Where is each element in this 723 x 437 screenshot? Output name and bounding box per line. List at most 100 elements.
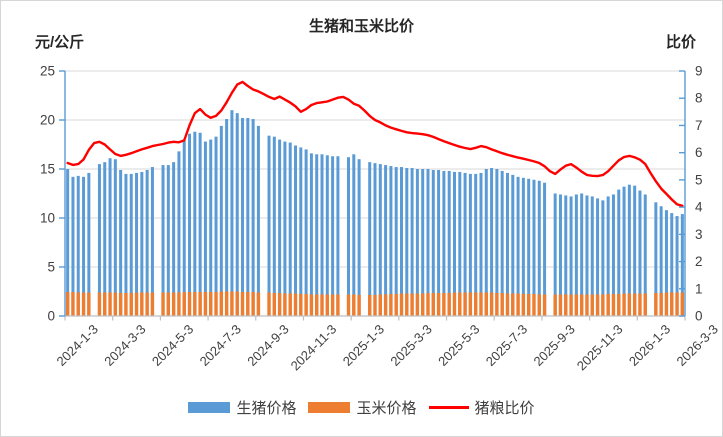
- corn-price-bar: [118, 292, 123, 316]
- right-axis-tick-label: 1: [695, 281, 703, 296]
- corn-price-bar: [670, 292, 674, 316]
- pig-price-bar: [447, 170, 451, 316]
- corn-price-bar: [299, 293, 303, 316]
- corn-price-bar: [134, 292, 139, 316]
- corn-price-bar: [643, 293, 647, 316]
- corn-price-bar: [489, 292, 494, 316]
- pig-price-bar: [177, 151, 181, 316]
- pig-price-bar: [246, 118, 250, 316]
- right-axis-tick-label: 6: [695, 145, 703, 160]
- pig-price-bar: [325, 155, 329, 316]
- corn-price-bar: [373, 294, 377, 316]
- pig-price-bar: [140, 171, 144, 316]
- corn-price-bar: [431, 292, 435, 316]
- corn-price-bar: [230, 291, 234, 316]
- corn-price-bar: [564, 294, 568, 316]
- corn-price-bar: [415, 293, 420, 316]
- legend-corn-label: 玉米价格: [356, 400, 417, 417]
- pig-price-bar: [288, 142, 292, 316]
- corn-price-bar: [182, 291, 186, 316]
- corn-price-swatch: [308, 402, 351, 413]
- chart-legend: 生猪价格 玉米价格 猪粮比价: [1, 397, 722, 418]
- left-axis-tick-label: 5: [47, 260, 55, 275]
- corn-price-bar: [495, 292, 499, 316]
- corn-price-bar: [140, 292, 144, 316]
- corn-price-bar: [71, 291, 75, 316]
- corn-price-bar: [595, 294, 600, 316]
- corn-price-bar: [601, 294, 605, 316]
- corn-price-bar: [468, 292, 473, 316]
- corn-price-bar: [346, 294, 351, 316]
- corn-price-bar: [389, 293, 393, 316]
- left-axis-unit-label: 元/公斤: [35, 34, 85, 51]
- pig-price-bar: [283, 141, 287, 316]
- pig-price-bar: [564, 195, 568, 316]
- pig-price-bar: [336, 156, 340, 316]
- pig-grain-ratio-line: [66, 80, 684, 208]
- x-axis-date-label: 2024-11-3: [288, 322, 340, 374]
- pig-price-bar: [611, 194, 615, 316]
- pig-price-bar: [241, 118, 245, 316]
- corn-price-bar: [638, 293, 642, 316]
- pig-price-bar: [495, 169, 499, 316]
- right-axis-tick-label: 5: [695, 172, 703, 187]
- pig-price-bar: [315, 154, 319, 316]
- pig-price-bar: [670, 213, 674, 316]
- x-axis-date-label: 2025-1-3: [340, 322, 387, 369]
- x-axis-date-label: 2025-5-3: [435, 322, 482, 369]
- pig-price-bar: [643, 194, 647, 316]
- pig-price-bar: [124, 173, 128, 316]
- corn-price-bar: [532, 293, 536, 316]
- corn-price-bar: [309, 294, 314, 316]
- corn-price-bar: [97, 292, 102, 316]
- pig-price-bar: [596, 198, 600, 316]
- corn-price-bar: [108, 292, 112, 316]
- corn-price-bar: [542, 294, 547, 316]
- pig-price-bar: [664, 210, 668, 316]
- corn-price-bar: [198, 291, 202, 316]
- pig-price-bar: [135, 172, 139, 316]
- pig-price-bar: [606, 196, 610, 316]
- corn-price-bar: [267, 292, 271, 316]
- pig-price-bar: [209, 139, 213, 316]
- chart-title: 生猪和玉米比价: [308, 18, 414, 35]
- corn-price-bar: [209, 291, 213, 316]
- left-axis-tick-label: 10: [40, 211, 55, 226]
- pig-price-bar: [415, 169, 419, 316]
- left-axis-tick-label: 20: [40, 113, 55, 128]
- corn-price-bar: [352, 294, 356, 316]
- pig-price-bar: [389, 166, 393, 316]
- ratio-line-swatch: [428, 406, 469, 409]
- pig-price-bar: [129, 173, 133, 316]
- x-axis-date-label: 2024-3-3: [101, 322, 148, 369]
- corn-price-bar: [203, 291, 208, 316]
- pig-price-bar: [357, 159, 361, 316]
- corn-price-bar: [357, 294, 361, 316]
- pig-price-bar: [421, 169, 425, 316]
- corn-price-bar: [426, 292, 430, 316]
- corn-price-bar: [521, 293, 526, 316]
- pig-price-bar: [368, 162, 372, 316]
- corn-price-bars: [65, 291, 685, 316]
- corn-price-bar: [288, 293, 292, 316]
- pig-price-bar: [87, 172, 91, 316]
- pig-price-bar: [172, 162, 176, 316]
- pig-price-bar: [574, 194, 578, 316]
- corn-price-bar: [235, 291, 239, 316]
- pig-price-bar: [161, 165, 165, 316]
- corn-price-bar: [177, 292, 181, 316]
- pig-price-bar: [394, 167, 398, 316]
- right-axis-unit-label: 比价: [665, 34, 696, 51]
- pig-price-bar: [553, 193, 557, 316]
- pig-price-bar: [521, 177, 525, 316]
- pig-price-bar: [108, 158, 112, 316]
- pig-price-bar: [166, 165, 170, 316]
- corn-price-bar: [664, 292, 669, 316]
- corn-price-bar: [585, 294, 589, 316]
- pig-price-bar: [500, 170, 504, 316]
- x-axis-date-label: 2025-3-3: [387, 322, 434, 369]
- pig-price-bar: [145, 169, 149, 316]
- corn-price-bar: [76, 292, 80, 316]
- corn-price-bar: [452, 292, 457, 316]
